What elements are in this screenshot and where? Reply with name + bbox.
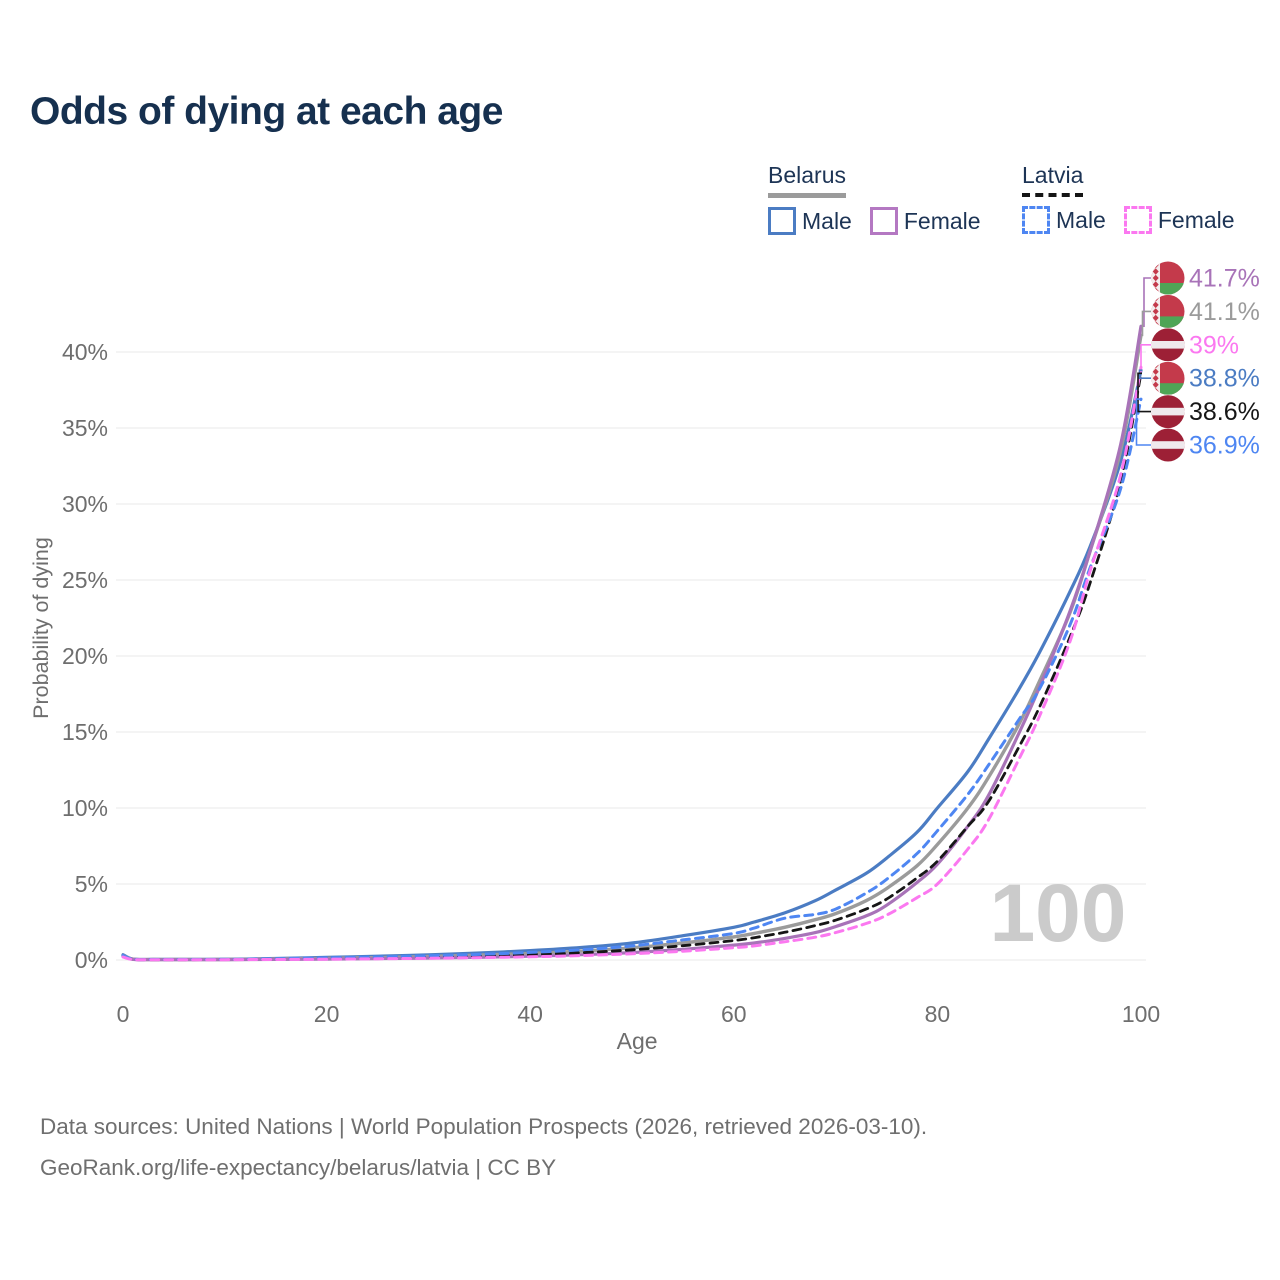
y-tick-label: 0% [75,947,108,973]
y-tick-label: 35% [62,415,108,441]
series-line-latvia-total [121,371,1143,962]
belarus-flag-icon [1151,361,1185,395]
footer: Data sources: United Nations | World Pop… [40,1106,927,1188]
end-label-connector [1142,277,1151,327]
end-label-connector [1137,372,1151,413]
series-line-latvia-male [121,397,1143,962]
legend-item-belarus-female[interactable]: Female [869,207,981,235]
end-value-label-belarus-female: 41.7% [1189,265,1260,293]
y-tick-label: 5% [75,871,108,897]
x-tick-label: 20 [314,1001,340,1027]
end-value-label-latvia-total: 38.6% [1189,398,1260,426]
x-tick-label: 40 [517,1001,543,1027]
latvia-male-swatch-icon [1022,206,1050,234]
belarus-female-swatch-icon [869,207,898,235]
legend-header-latvia[interactable]: Latvia [1022,162,1084,197]
end-value-label-latvia-male: 36.9% [1189,432,1260,460]
legend-item-latvia-male[interactable]: Male [1022,206,1106,234]
series-line-belarus-total [121,333,1143,962]
latvia-flag-icon [1151,428,1185,462]
x-axis-title: Age [617,1028,658,1054]
end-label-connector [1140,344,1151,368]
legend-label: Female [903,207,981,234]
end-label-connector [1141,310,1151,337]
y-tick-label: 30% [62,491,108,517]
x-tick-label: 60 [721,1001,747,1027]
legend-item-latvia-female[interactable]: Female [1123,206,1235,234]
legend-label: Male [802,207,852,234]
end-label-connector [1138,369,1151,379]
data-sources-line: Data sources: United Nations | World Pop… [40,1114,928,1139]
latvia-female-swatch-icon [1123,206,1152,234]
legend-group-belarus: Belarus Male Female [768,162,981,235]
legend-item-belarus-male[interactable]: Male [768,207,852,235]
x-tick-label: 80 [925,1001,951,1027]
watermark-age-100: 100 [990,868,1127,959]
x-tick-label: 100 [1122,1001,1160,1027]
series-line-latvia-female [121,365,1143,962]
belarus-flag-icon [1151,261,1185,295]
y-tick-label: 20% [62,643,108,669]
latvia-flag-icon [1151,395,1185,429]
legend-header-belarus[interactable]: Belarus [768,162,846,198]
end-label-connector [1135,398,1151,446]
end-value-label-latvia-female: 39% [1189,331,1239,359]
x-tick-label: 0 [117,1001,130,1027]
legend-label: Male [1056,206,1106,233]
y-tick-label: 40% [62,339,108,365]
attribution-line: GeoRank.org/life-expectancy/belarus/latv… [40,1155,557,1180]
legend-group-latvia: Latvia Male Female [1022,162,1235,234]
belarus-male-swatch-icon [768,207,796,235]
series-line-belarus-female [121,324,1143,962]
end-value-label-belarus-male: 38.8% [1189,365,1260,393]
belarus-flag-icon [1151,294,1185,328]
legend-label: Female [1157,206,1235,233]
y-tick-label: 10% [62,795,108,821]
end-value-label-belarus-total: 41.1% [1189,298,1260,326]
y-axis-title: Probability of dying [29,537,53,719]
y-tick-label: 15% [62,719,108,745]
legend: Belarus Male Female Latvia Male [0,0,1280,250]
series-line-belarus-male [121,368,1143,962]
y-tick-label: 25% [62,567,108,593]
latvia-flag-icon [1151,328,1185,362]
chart-title: Odds of dying at each age [30,90,503,133]
